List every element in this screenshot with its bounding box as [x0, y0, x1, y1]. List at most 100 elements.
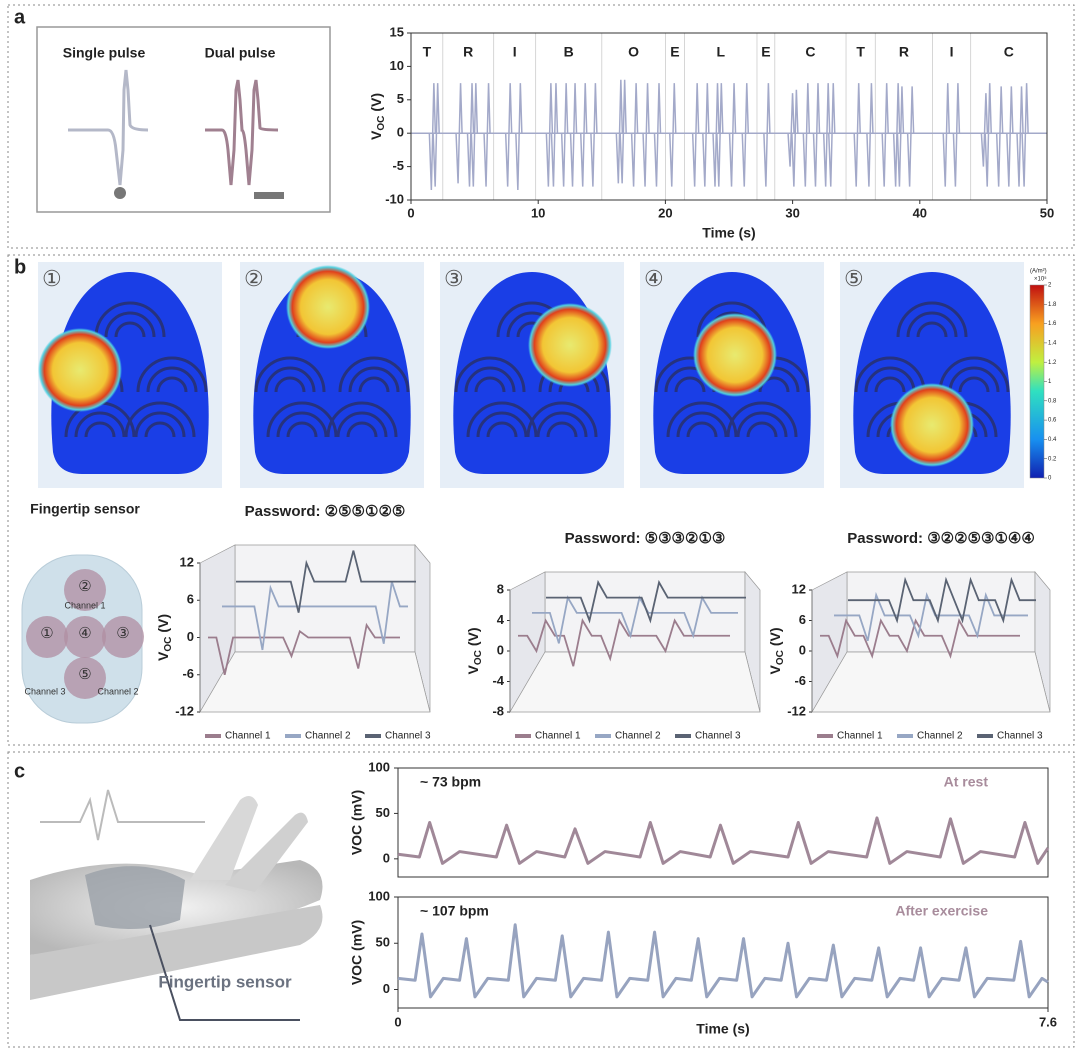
pulse — [691, 83, 700, 187]
sensor-pad — [64, 657, 106, 699]
x-axis-label: Time (s) — [696, 1021, 749, 1037]
pulse — [881, 83, 889, 187]
colorbar-tick-label: 1.6 — [1048, 321, 1057, 327]
pulse — [1016, 86, 1024, 187]
x-tick-label: 0 — [394, 1014, 401, 1029]
inset-frame — [36, 26, 331, 213]
electrode-arc — [864, 366, 916, 393]
pulse — [630, 83, 639, 187]
chart-title: Password: ②⑤⑤①②⑤ — [245, 503, 406, 520]
pulse — [545, 83, 554, 187]
heatmap — [440, 262, 624, 488]
letter-label: C — [1004, 44, 1014, 60]
y-tick-label: 8 — [497, 581, 504, 596]
sensor-pad — [64, 569, 106, 611]
pulse — [470, 83, 479, 187]
sensor-pad-label: ④ — [78, 625, 91, 642]
y-tick-label: 0 — [397, 125, 404, 140]
pulse — [432, 83, 440, 187]
y-tick-label: 100 — [368, 759, 390, 774]
y-label-part: (V) — [465, 627, 481, 646]
colorbar-tick-label: 1.8 — [1048, 302, 1057, 308]
floor — [199, 651, 431, 713]
sensor-pad-label: ① — [40, 625, 53, 642]
pulse — [615, 79, 624, 184]
pulse — [515, 83, 523, 191]
pulse — [822, 83, 831, 187]
y-label-part: V — [155, 651, 171, 661]
pulse — [669, 83, 677, 187]
sensor-pad — [102, 616, 144, 658]
x-tick-label: 20 — [658, 205, 672, 220]
x-tick-label: 10 — [531, 205, 545, 220]
colorbar-tick-label: 1 — [1048, 379, 1052, 385]
y-tick-label: 0 — [383, 981, 390, 996]
pulse — [619, 79, 627, 184]
inset-label: Dual pulse — [205, 45, 276, 61]
hand-label: Fingertip sensor — [158, 972, 292, 991]
panel-a-frame — [7, 4, 1075, 249]
y-tick-label: -12 — [787, 703, 806, 718]
chart-title: ~ 107 bpm — [420, 903, 489, 919]
legend-label: Channel 1 — [837, 731, 883, 742]
electrode-arc — [358, 376, 390, 393]
electrode-arc — [146, 366, 198, 393]
electrode-arc — [264, 366, 316, 393]
y-axis-label: VOC (V) — [465, 627, 484, 674]
electrode-arc — [958, 376, 990, 393]
pulse — [560, 83, 569, 187]
letter-label: T — [856, 44, 865, 60]
electrode-arc — [286, 421, 318, 438]
x-tick-label: 30 — [785, 205, 799, 220]
channel-line — [532, 595, 738, 644]
single-marker — [114, 187, 126, 199]
y-label-part: (V) — [368, 93, 384, 112]
pulse — [455, 83, 463, 184]
pulse — [702, 83, 710, 187]
current-spot — [693, 313, 777, 397]
electrode-arc — [144, 421, 176, 438]
panel-b-frame — [7, 254, 1075, 746]
pulse — [802, 83, 811, 187]
pulse — [828, 83, 836, 187]
y-axis-label: VOC (V) — [767, 627, 786, 674]
dual-pulse-icon — [205, 79, 279, 186]
electrode-arc — [464, 366, 516, 393]
inset-label: Single pulse — [63, 45, 146, 61]
colorbar-tick-label: 2 — [1048, 283, 1052, 289]
signal-line — [397, 816, 1050, 865]
annotation: At rest — [944, 774, 989, 790]
colorbar-scale: ×10⁵ — [1034, 276, 1047, 283]
letter-label: O — [628, 44, 639, 60]
y-tick-label: -12 — [175, 703, 194, 718]
letter-label: T — [423, 44, 432, 60]
pulse — [483, 83, 491, 187]
plot-frame — [397, 896, 1049, 1009]
single-pulse-icon — [68, 69, 149, 186]
y-tick-label: -6 — [794, 673, 806, 688]
hand-illustration — [30, 789, 323, 1021]
legend-label: Channel 3 — [997, 731, 1043, 742]
floor — [811, 651, 1051, 713]
y-tick-label: 100 — [368, 888, 390, 903]
electrode-arc — [266, 401, 338, 438]
legend-label: Channel 3 — [695, 731, 741, 742]
y-axis-label: VOC (V) — [155, 614, 174, 661]
electrode-arc — [916, 321, 948, 338]
sensor-pad-label: ⑤ — [78, 666, 91, 683]
chart-title: ~ 73 bpm — [420, 774, 481, 790]
letter-label: E — [761, 44, 770, 60]
y-tick-label: -10 — [385, 191, 404, 206]
heatmap-label: ① — [42, 266, 62, 291]
back-wall — [234, 544, 416, 653]
floor — [509, 651, 761, 713]
heatmap-label: ⑤ — [844, 266, 864, 291]
colorbar-tick-label: 0.2 — [1048, 456, 1057, 462]
sensor-pad — [64, 616, 106, 658]
electrode-arc — [526, 401, 598, 438]
x-tick-label: 0 — [407, 205, 414, 220]
current-spot — [38, 328, 122, 412]
letter-label: R — [463, 44, 473, 60]
heatmap-shape — [51, 272, 209, 474]
electrode-arc — [486, 421, 518, 438]
